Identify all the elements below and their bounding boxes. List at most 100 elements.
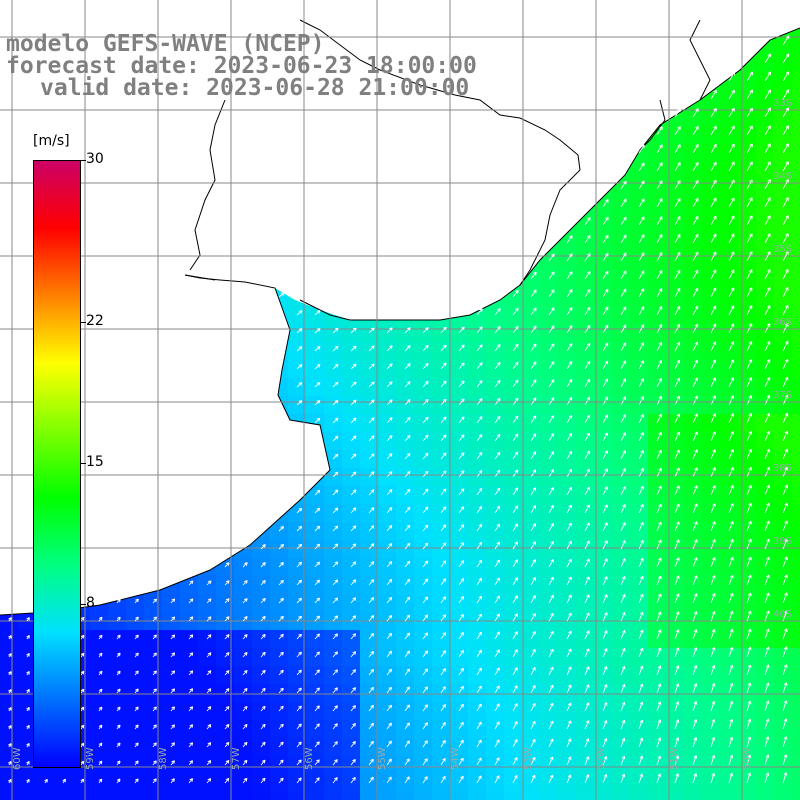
wind-arrow <box>368 650 375 658</box>
speed-cell <box>720 216 739 235</box>
speed-cell <box>378 756 397 775</box>
wind-arrow <box>224 634 230 640</box>
wind-arrow <box>350 705 356 712</box>
speed-cell <box>756 162 775 181</box>
speed-cell <box>756 126 775 145</box>
speed-cell <box>0 666 19 685</box>
speed-cell <box>558 738 577 757</box>
speed-cell <box>198 792 217 800</box>
speed-cell <box>216 576 235 595</box>
speed-cell <box>306 720 325 739</box>
wind-arrow <box>710 736 716 748</box>
wind-arrow <box>638 288 645 298</box>
wind-arrow <box>530 667 536 676</box>
wind-arrow <box>422 434 429 442</box>
speed-cell <box>720 252 739 271</box>
speed-cell <box>540 540 559 559</box>
speed-cell <box>162 792 181 800</box>
wind-arrow <box>638 450 644 460</box>
wind-arrow <box>746 89 753 100</box>
wind-arrow <box>602 306 609 316</box>
wind-arrow <box>332 381 339 388</box>
wind-arrow <box>350 597 357 604</box>
wind-arrow <box>242 777 248 784</box>
speed-cell <box>324 702 343 721</box>
wind-arrow <box>548 325 555 334</box>
wind-arrow <box>206 598 212 604</box>
speed-cell <box>540 594 559 613</box>
speed-cell <box>594 216 613 235</box>
speed-cell <box>774 252 793 271</box>
speed-cell <box>414 630 433 649</box>
speed-cell <box>180 666 199 685</box>
wind-arrow <box>332 759 338 766</box>
speed-cell <box>594 594 613 613</box>
wind-arrow <box>440 398 447 406</box>
wind-arrow <box>458 614 465 622</box>
wind-arrow <box>566 432 573 442</box>
wind-arrow <box>296 346 303 352</box>
wind-arrow <box>746 215 753 226</box>
wind-arrow <box>368 453 375 460</box>
wind-arrow <box>782 197 789 208</box>
speed-cell <box>126 666 145 685</box>
wind-arrow <box>656 557 662 568</box>
wind-arrow <box>458 631 464 640</box>
wind-arrow <box>512 541 519 550</box>
wind-arrow <box>638 647 644 658</box>
speed-cell <box>684 108 703 127</box>
speed-cell <box>702 558 721 577</box>
speed-cell <box>378 414 397 433</box>
wind-arrow <box>548 594 554 604</box>
speed-cell <box>414 648 433 667</box>
wind-arrow <box>674 449 680 460</box>
speed-cell <box>90 720 109 739</box>
wind-arrow <box>764 664 770 676</box>
wind-arrow <box>458 685 464 694</box>
speed-cell <box>720 324 739 343</box>
wind-arrow <box>584 558 590 568</box>
speed-cell <box>720 234 739 253</box>
wind-arrow <box>458 506 465 514</box>
speed-cell <box>702 306 721 325</box>
speed-cell <box>144 594 163 613</box>
wind-arrow <box>278 543 284 550</box>
wind-arrow <box>602 270 609 280</box>
wind-arrow <box>692 305 699 316</box>
speed-cell <box>648 666 667 685</box>
speed-cell <box>720 162 739 181</box>
speed-cell <box>774 504 793 523</box>
wind-arrow <box>314 364 321 370</box>
speed-cell <box>378 702 397 721</box>
wind-arrow <box>566 576 572 586</box>
wind-arrow <box>350 435 357 442</box>
wind-arrow <box>476 362 483 370</box>
speed-cell <box>126 684 145 703</box>
speed-cell <box>414 540 433 559</box>
wind-arrow <box>296 741 302 748</box>
speed-cell <box>342 720 361 739</box>
wind-arrow <box>494 649 500 658</box>
wind-arrow <box>674 647 680 658</box>
wind-arrow <box>386 704 392 712</box>
speed-cell <box>540 342 559 361</box>
wind-arrow <box>746 197 753 208</box>
wind-arrow <box>566 468 572 478</box>
wind-arrow <box>188 778 193 784</box>
speed-cell <box>702 396 721 415</box>
speed-cell <box>504 504 523 523</box>
speed-cell <box>612 540 631 559</box>
wind-arrow <box>674 180 681 190</box>
speed-cell <box>234 648 253 667</box>
speed-cell <box>648 234 667 253</box>
speed-cell <box>576 324 595 343</box>
speed-cell <box>612 738 631 757</box>
speed-cell <box>126 792 145 800</box>
speed-cell <box>702 774 721 793</box>
speed-cell <box>450 432 469 451</box>
wind-arrow <box>764 754 770 766</box>
speed-cell <box>522 630 541 649</box>
speed-cell <box>630 594 649 613</box>
wind-arrow <box>8 635 12 640</box>
wind-arrow <box>476 577 483 586</box>
